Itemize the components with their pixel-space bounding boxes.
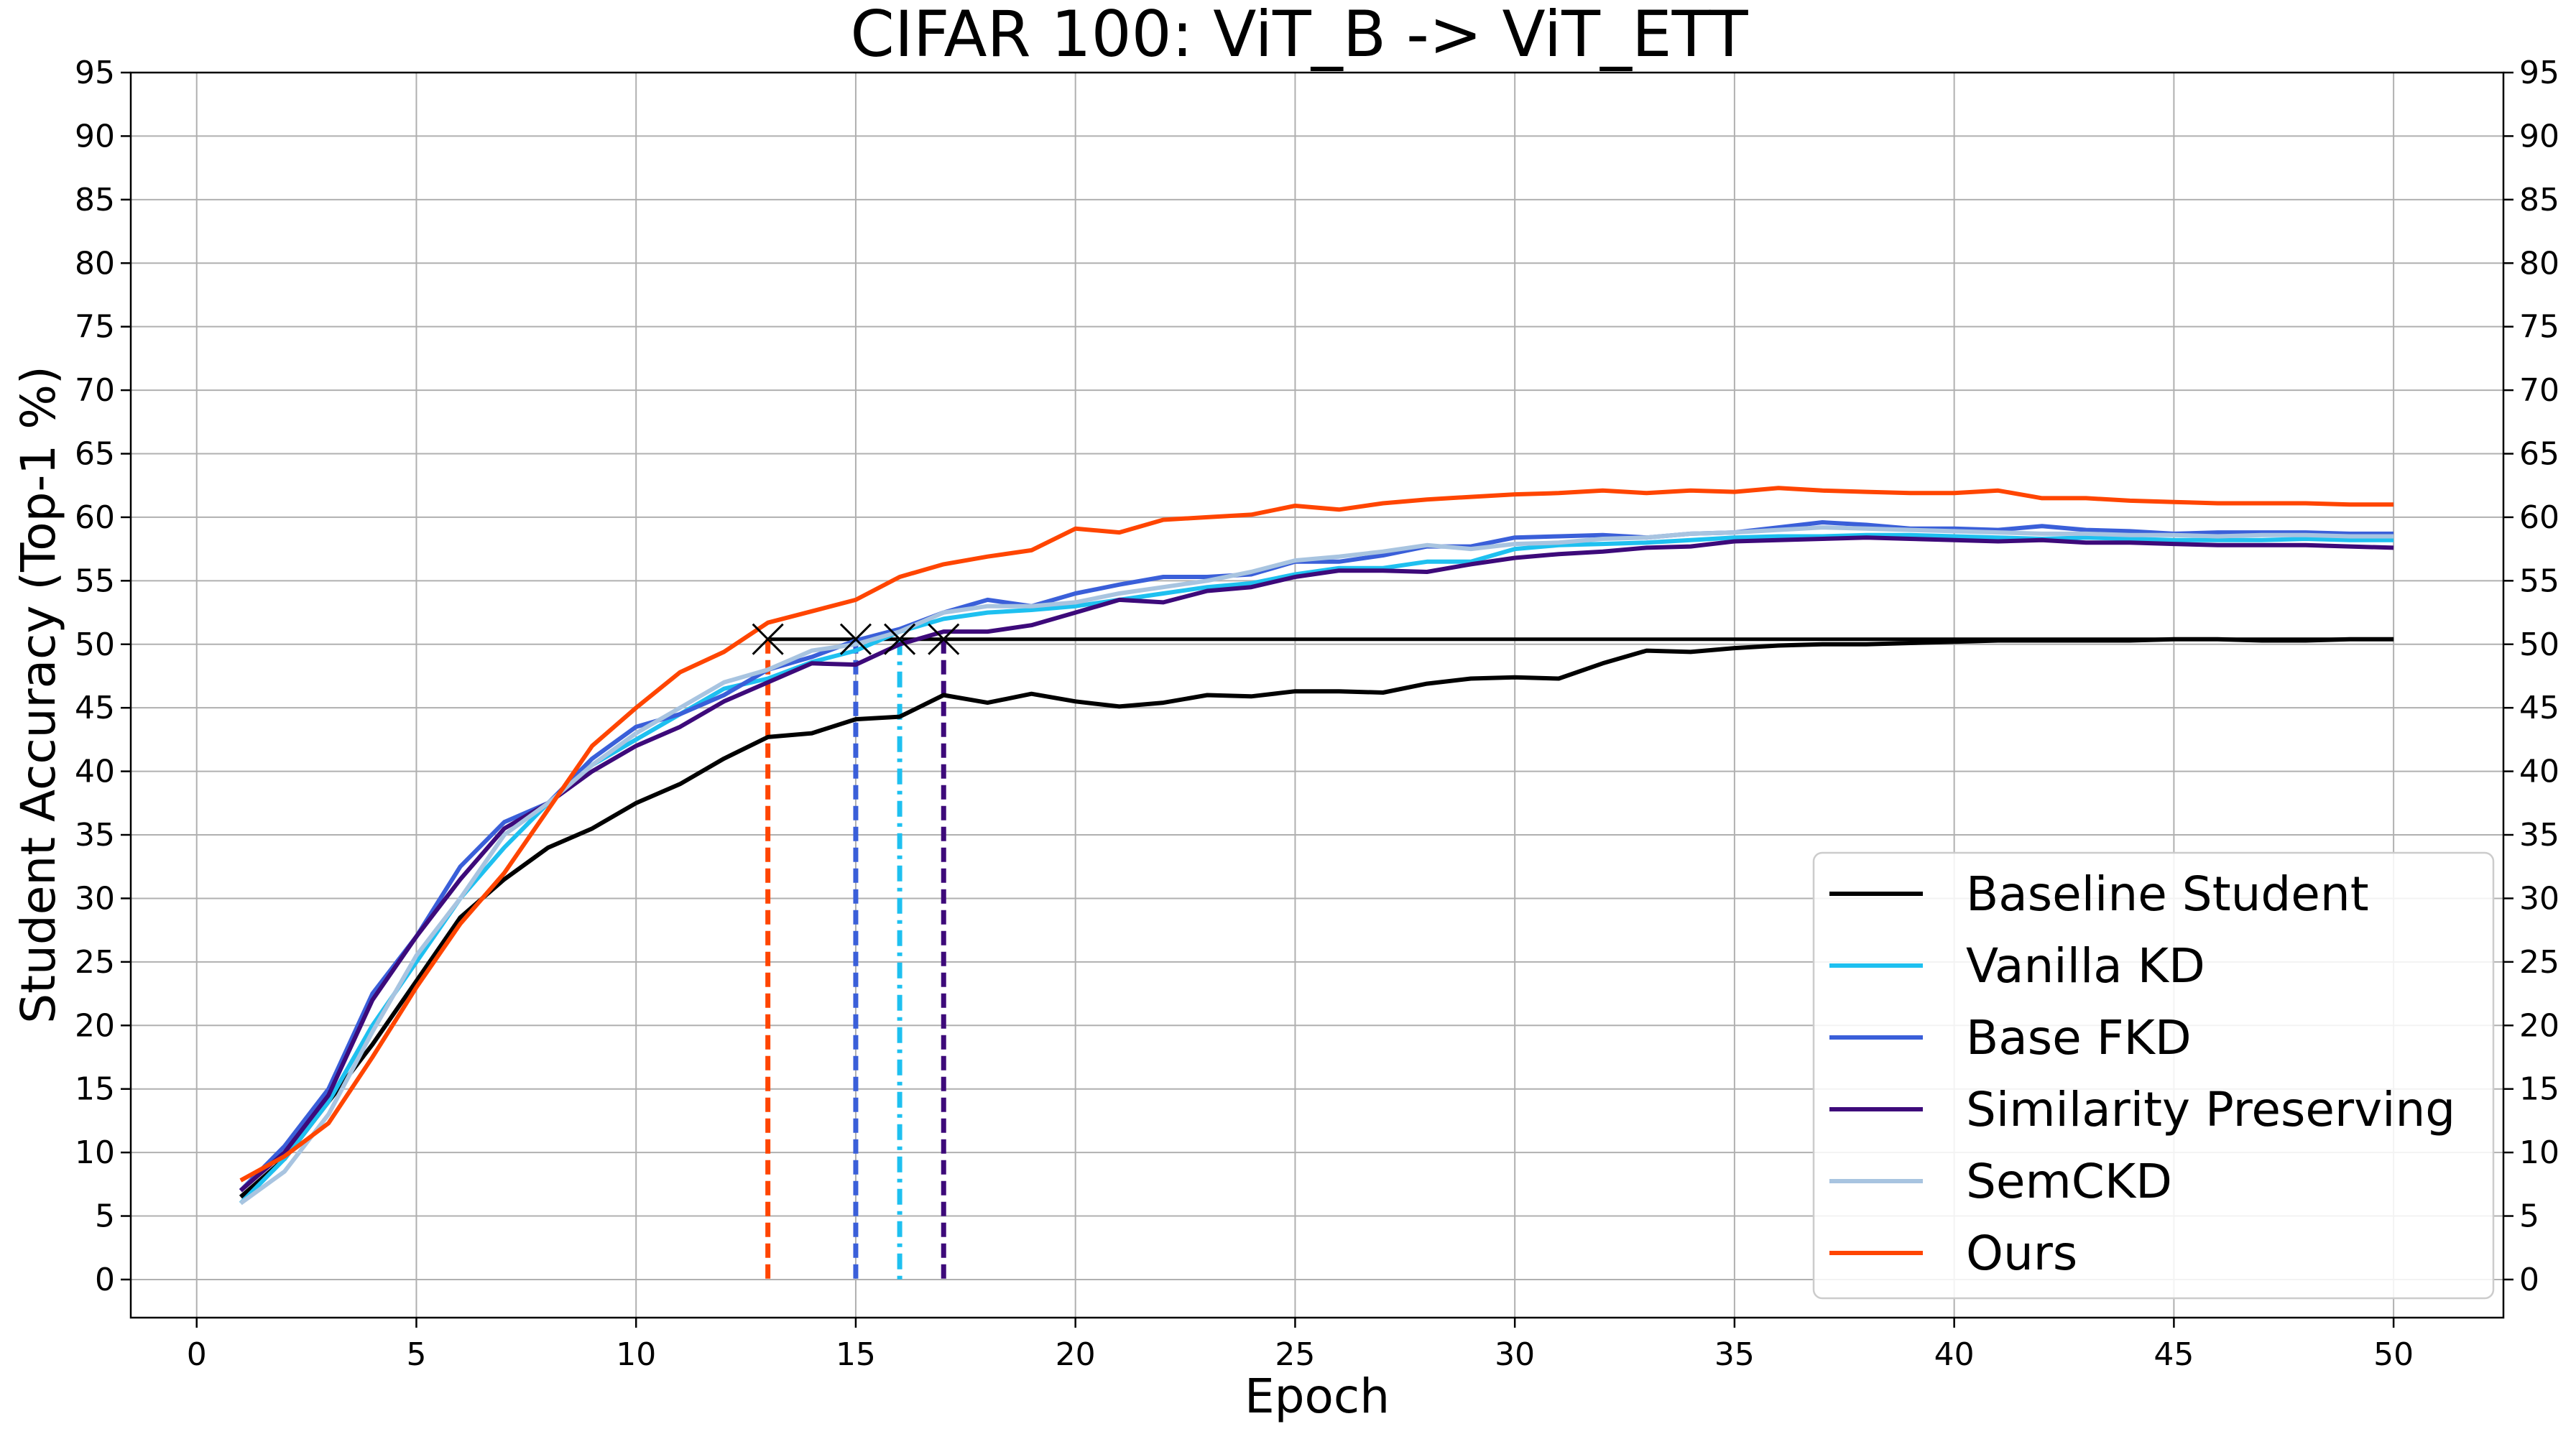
legend-label: Ours (1966, 1226, 2077, 1281)
y-tick-label-left: 55 (75, 563, 115, 599)
legend-box (1812, 851, 2495, 1300)
x-tick-label: 20 (1056, 1336, 1096, 1373)
y-tick-label-left: 5 (95, 1198, 115, 1235)
x-tick-label: 35 (1714, 1336, 1755, 1373)
crossing-markers (752, 623, 960, 655)
x-tick-label: 25 (1275, 1336, 1315, 1373)
legend-item-baseline-student: Baseline Student (1829, 866, 2369, 922)
legend-item-similarity-preserving: Similarity Preserving (1829, 1082, 2455, 1137)
y-tick-label-left: 75 (75, 309, 115, 346)
y-tick-label-right: 25 (2519, 944, 2559, 981)
y-tick-label-right: 70 (2519, 372, 2559, 409)
series-lines (239, 486, 2394, 1206)
chart-title: CIFAR 100: ViT_B -> ViT_ETT (850, 0, 1748, 71)
x-tick-label: 15 (836, 1336, 876, 1373)
legend-label: SemCKD (1966, 1154, 2172, 1209)
y-tick-label-left: 15 (75, 1071, 115, 1108)
y-tick-label-left: 10 (75, 1134, 115, 1171)
y-tick-label-right: 30 (2519, 880, 2559, 917)
y-tick-label-left: 80 (75, 245, 115, 282)
y-tick-label-right: 90 (2519, 118, 2559, 154)
marker-stroke (839, 623, 872, 655)
y-tick-label-right: 45 (2519, 690, 2559, 726)
y-tick-label-left: 50 (75, 626, 115, 663)
y-tick-label-right: 35 (2519, 817, 2559, 854)
y-tick-label-left: 0 (95, 1262, 115, 1298)
y-tick-label-left: 60 (75, 499, 115, 536)
y-tick-label-left: 85 (75, 182, 115, 218)
legend-item-ours: Ours (1829, 1226, 2077, 1281)
y-tick-label-right: 15 (2519, 1071, 2559, 1108)
y-tick-label-right: 85 (2519, 182, 2559, 218)
x-tick-label: 0 (187, 1336, 207, 1373)
marker-stroke (928, 623, 960, 655)
legend-label: Vanilla KD (1966, 938, 2205, 994)
legend-item-vanilla-kd: Vanilla KD (1829, 938, 2205, 994)
series-line-semckd (239, 525, 2394, 1206)
marker-stroke (884, 623, 916, 655)
x-tick-label: 30 (1495, 1336, 1535, 1373)
y-tick-label-right: 75 (2519, 309, 2559, 346)
y-tick-label-right: 20 (2519, 1007, 2559, 1044)
y-tick-label-left: 45 (75, 690, 115, 726)
x-axis-title: Epoch (1245, 1369, 1390, 1424)
y-tick-label-left: 90 (75, 118, 115, 154)
y-tick-label-left: 65 (75, 436, 115, 473)
x-tick-label: 45 (2153, 1336, 2194, 1373)
legend-label: Baseline Student (1966, 866, 2369, 922)
plot-frame (129, 71, 2505, 1319)
series-line-similarity-preserving (239, 535, 2394, 1193)
y-tick-label-left: 95 (75, 55, 115, 91)
legend-item-semckd: SemCKD (1829, 1154, 2172, 1209)
x-tick-label: 10 (616, 1336, 656, 1373)
legend-label: Similarity Preserving (1966, 1082, 2455, 1137)
y-tick-label-right: 55 (2519, 563, 2559, 599)
crossing-marker-vanilla-kd (884, 623, 916, 655)
y-tick-label-left: 70 (75, 372, 115, 409)
crossing-marker-ours (752, 623, 784, 655)
x-tick-label: 5 (406, 1336, 426, 1373)
y-tick-label-right: 80 (2519, 245, 2559, 282)
series-line-base-fkd (239, 520, 2394, 1193)
y-tick-label-right: 5 (2519, 1198, 2539, 1235)
y-tick-label-right: 95 (2519, 55, 2559, 91)
y-tick-label-right: 10 (2519, 1134, 2559, 1171)
y-tick-label-left: 40 (75, 754, 115, 790)
y-tick-label-left: 35 (75, 817, 115, 854)
y-tick-label-right: 60 (2519, 499, 2559, 536)
x-tick-label: 40 (1934, 1336, 1975, 1373)
crossing-marker-similarity-preserving (928, 623, 960, 655)
y-tick-label-right: 0 (2519, 1262, 2539, 1298)
x-tick-label: 50 (2373, 1336, 2414, 1373)
series-line-ours (239, 486, 2394, 1183)
y-tick-label-right: 65 (2519, 436, 2559, 473)
y-tick-label-left: 30 (75, 880, 115, 917)
y-tick-label-left: 25 (75, 944, 115, 981)
y-axis-title: Student Accuracy (Top-1 %) (11, 366, 66, 1023)
marker-stroke (752, 623, 784, 655)
legend: Baseline Student Vanilla KD Base FKD Simila… (1812, 851, 2495, 1300)
legend-item-base-fkd: Base FKD (1829, 1010, 2192, 1065)
y-tick-label-left: 20 (75, 1007, 115, 1044)
y-tick-label-right: 40 (2519, 754, 2559, 790)
crossing-marker-base-fkd (839, 623, 872, 655)
y-tick-label-right: 50 (2519, 626, 2559, 663)
series-line-baseline-student (239, 637, 2394, 1199)
legend-label: Base FKD (1966, 1010, 2192, 1065)
